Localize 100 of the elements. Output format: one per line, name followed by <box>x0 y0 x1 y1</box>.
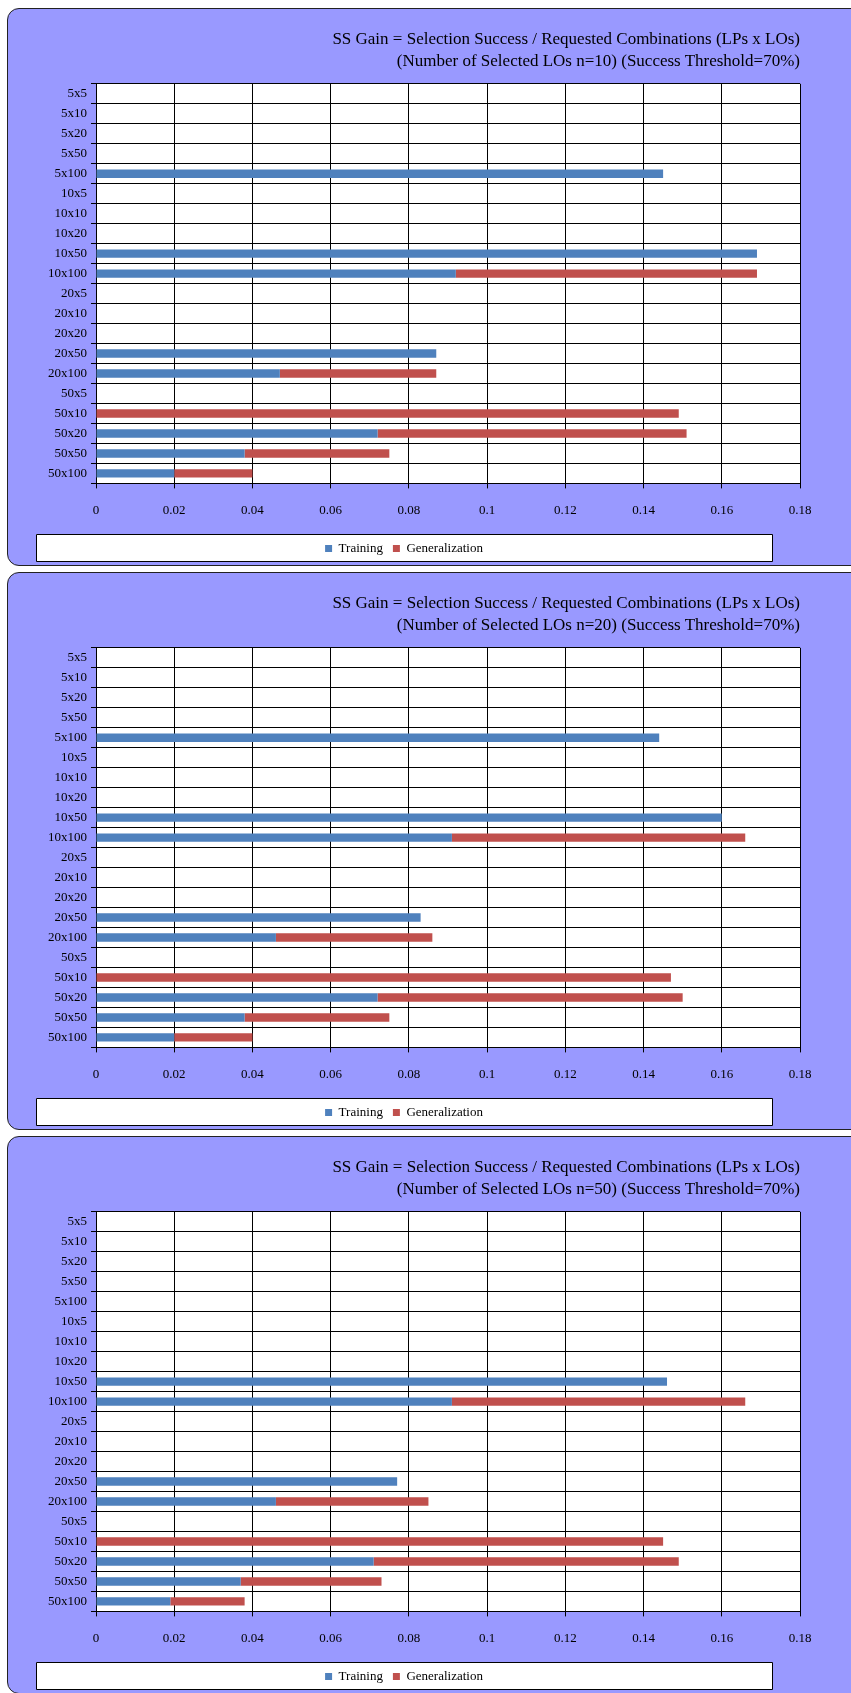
y-tick-label: 20x50 <box>54 344 87 360</box>
x-tick-label: 0.14 <box>632 1629 656 1645</box>
y-tick-label: 50x20 <box>54 1552 87 1568</box>
legend-label: Generalization <box>406 539 484 555</box>
bar <box>96 1397 452 1406</box>
x-tick-label: 0.1 <box>478 1629 496 1645</box>
legend-label: Generalization <box>406 1667 484 1683</box>
legend-label: Training <box>338 1103 384 1119</box>
y-tick-label: 5x100 <box>54 729 87 745</box>
y-tick-label: 10x100 <box>48 1393 87 1409</box>
bar <box>96 1033 175 1042</box>
y-tick-label: 50x50 <box>54 1572 87 1588</box>
y-tick-label: 50x50 <box>54 1008 87 1024</box>
y-tick-label: 20x100 <box>48 364 87 380</box>
x-tick-label: 0.02 <box>162 1065 186 1081</box>
bar <box>170 1597 245 1606</box>
y-tick-label: 10x5 <box>61 1313 87 1329</box>
x-tick-label: 0.16 <box>710 501 734 517</box>
x-tick-label: 0.02 <box>162 1629 186 1645</box>
x-tick-label: 0 <box>92 1629 100 1645</box>
y-tick-label: 10x5 <box>61 749 87 765</box>
y-tick-label: 20x50 <box>54 1472 87 1488</box>
y-tick-label: 10x20 <box>54 1353 87 1369</box>
x-tick-label: 0.18 <box>788 501 812 517</box>
bar <box>96 733 660 742</box>
y-tick-label: 20x100 <box>48 1492 87 1508</box>
bar <box>244 1013 390 1022</box>
bar <box>96 1377 668 1386</box>
y-tick-label: 20x20 <box>54 888 87 904</box>
y-tick-label: 20x5 <box>61 1413 87 1429</box>
x-tick-label: 0.16 <box>710 1629 734 1645</box>
y-tick-label: 5x50 <box>61 709 87 725</box>
y-tick-label: 50x10 <box>54 968 87 984</box>
bar <box>455 269 757 278</box>
bar <box>96 813 722 822</box>
bar <box>96 429 378 438</box>
x-tick-label: 0.1 <box>478 501 496 517</box>
y-tick-label: 50x100 <box>48 464 87 480</box>
y-tick-label: 5x10 <box>61 1233 87 1249</box>
bar <box>373 1557 679 1566</box>
chart-title: SS Gain = Selection Success / Requested Combinations (LPs x LOs) <box>332 592 800 612</box>
bar <box>96 169 664 178</box>
y-tick-label: 5x50 <box>61 145 87 161</box>
bar <box>96 1577 241 1586</box>
x-tick-label: 0.06 <box>319 501 343 517</box>
legend-label: Generalization <box>406 1103 484 1119</box>
x-tick-label: 0.12 <box>553 1629 577 1645</box>
y-tick-label: 10x10 <box>54 769 87 785</box>
x-tick-label: 0.06 <box>319 1629 343 1645</box>
bar <box>96 409 679 418</box>
bar <box>275 933 433 942</box>
x-tick-label: 0.18 <box>788 1629 812 1645</box>
x-tick-label: 0 <box>92 1065 100 1081</box>
y-tick-label: 5x5 <box>67 1213 87 1229</box>
bar <box>240 1577 382 1586</box>
bar <box>279 369 437 378</box>
y-tick-label: 20x5 <box>61 285 87 301</box>
bar <box>275 1497 429 1506</box>
y-tick-label: 10x10 <box>54 1333 87 1349</box>
y-tick-label: 5x20 <box>61 689 87 705</box>
y-tick-label: 50x5 <box>61 384 87 400</box>
bar <box>96 1013 245 1022</box>
y-tick-label: 10x10 <box>54 205 87 221</box>
y-tick-label: 10x20 <box>54 789 87 805</box>
x-tick-label: 0.08 <box>397 1065 421 1081</box>
bar <box>174 1033 253 1042</box>
y-tick-label: 10x100 <box>48 829 87 845</box>
bar <box>96 1597 171 1606</box>
y-tick-label: 50x5 <box>61 948 87 964</box>
bar <box>451 1397 746 1406</box>
y-tick-label: 5x50 <box>61 1273 87 1289</box>
x-tick-label: 0 <box>92 501 100 517</box>
y-tick-label: 20x50 <box>54 908 87 924</box>
y-tick-label: 50x100 <box>48 1028 87 1044</box>
y-tick-label: 5x20 <box>61 1253 87 1269</box>
x-tick-label: 0.08 <box>397 501 421 517</box>
x-tick-label: 0.14 <box>632 1065 656 1081</box>
bar <box>96 1557 374 1566</box>
y-tick-label: 20x10 <box>54 868 87 884</box>
y-tick-label: 10x5 <box>61 185 87 201</box>
y-tick-label: 20x100 <box>48 928 87 944</box>
x-tick-label: 0.14 <box>632 501 656 517</box>
y-tick-label: 50x5 <box>61 1512 87 1528</box>
bar <box>96 369 280 378</box>
y-tick-label: 20x10 <box>54 304 87 320</box>
bar <box>96 269 456 278</box>
bar <box>377 429 687 438</box>
chart-subtitle: (Number of Selected LOs n=20) (Success Threshold=70%) <box>396 615 800 635</box>
y-tick-label: 5x5 <box>67 649 87 665</box>
x-tick-label: 0.08 <box>397 1629 421 1645</box>
y-tick-label: 20x20 <box>54 324 87 340</box>
y-tick-label: 50x20 <box>54 424 87 440</box>
legend-label: Training <box>338 1667 384 1683</box>
x-tick-label: 0.02 <box>162 501 186 517</box>
y-tick-label: 20x20 <box>54 1452 87 1468</box>
y-tick-label: 5x5 <box>67 85 87 101</box>
y-tick-label: 10x50 <box>54 1373 87 1389</box>
y-tick-label: 50x20 <box>54 988 87 1004</box>
x-tick-label: 0.16 <box>710 1065 734 1081</box>
x-tick-label: 0.12 <box>553 501 577 517</box>
